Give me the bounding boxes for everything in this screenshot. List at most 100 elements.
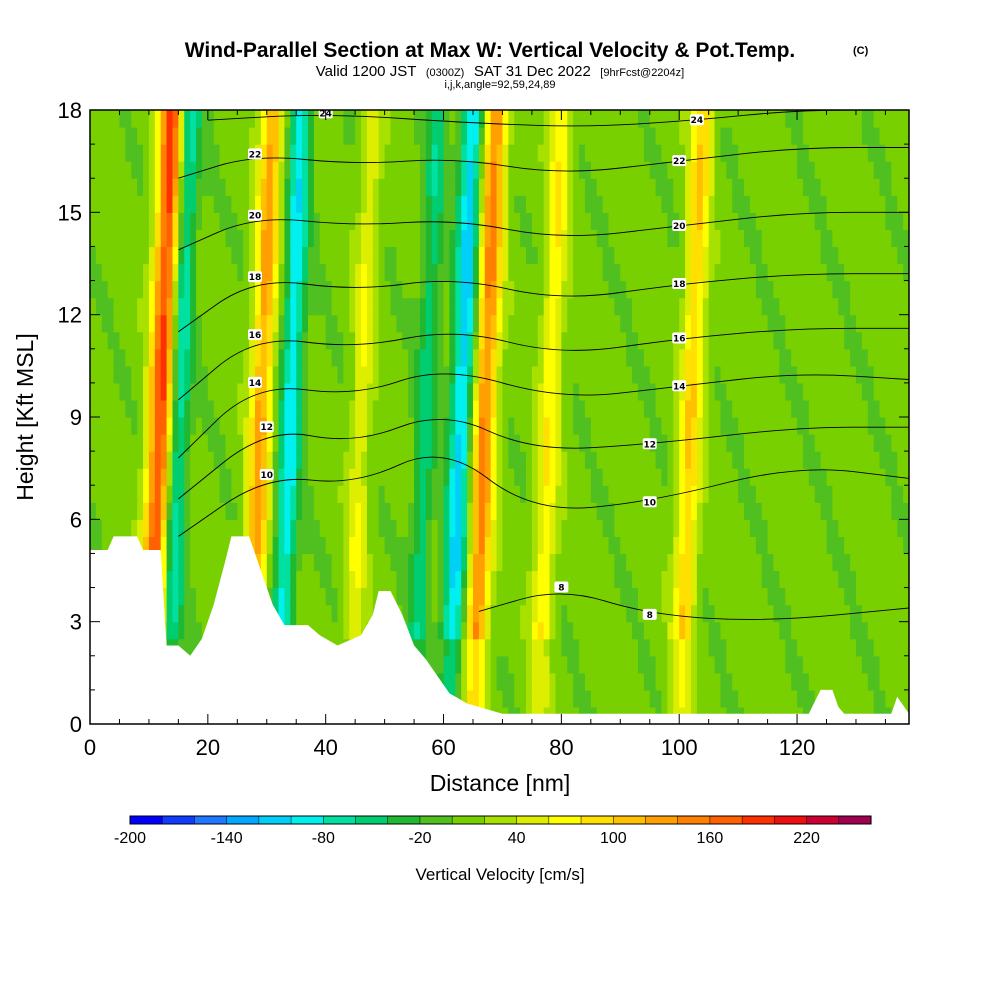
velocity-cell [514, 110, 521, 128]
velocity-cell [496, 417, 504, 435]
velocity-cell [885, 314, 892, 333]
velocity-cell [184, 399, 191, 418]
velocity-cell [284, 502, 291, 520]
velocity-cell [402, 212, 409, 230]
velocity-cell [620, 638, 627, 657]
velocity-cell [355, 536, 362, 555]
velocity-cell [337, 604, 344, 623]
velocity-cell [325, 178, 333, 196]
velocity-cell [325, 161, 333, 179]
velocity-cell [714, 485, 722, 503]
velocity-cell [231, 365, 238, 384]
velocity-cell [478, 331, 486, 350]
velocity-cell [201, 178, 209, 196]
velocity-cell [590, 263, 598, 282]
velocity-cell [196, 110, 203, 128]
velocity-cell [873, 638, 881, 657]
velocity-cell [213, 536, 221, 555]
velocity-cell [608, 570, 615, 589]
velocity-cell [184, 331, 191, 350]
velocity-cell [808, 468, 816, 486]
velocity-cell [573, 434, 580, 452]
velocity-cell [437, 468, 445, 486]
velocity-cell [685, 485, 692, 503]
velocity-cell [667, 553, 674, 572]
velocity-cell [237, 280, 244, 299]
velocity-cell [726, 502, 733, 520]
velocity-cell [690, 246, 698, 265]
velocity-cell [744, 638, 751, 657]
velocity-cell [879, 655, 887, 674]
velocity-cell [537, 587, 545, 606]
velocity-cell [826, 127, 833, 145]
velocity-cell [861, 502, 869, 520]
velocity-cell [254, 451, 262, 469]
velocity-cell [667, 365, 674, 384]
velocity-cell [90, 297, 97, 316]
velocity-cell [508, 399, 515, 418]
velocity-cell [449, 331, 456, 350]
velocity-cell [844, 144, 851, 162]
velocity-cell [290, 451, 297, 469]
velocity-cell [626, 127, 633, 145]
velocity-cell [797, 382, 804, 401]
velocity-cell [602, 178, 610, 196]
velocity-cell [903, 485, 909, 503]
velocity-cell [726, 519, 733, 537]
velocity-cell [590, 655, 598, 674]
velocity-cell [626, 485, 633, 503]
velocity-cell [602, 536, 610, 555]
velocity-cell [696, 229, 704, 248]
velocity-cell [655, 246, 663, 265]
velocity-cell [508, 434, 515, 452]
velocity-cell [561, 502, 568, 520]
velocity-cell [207, 485, 215, 503]
velocity-cell [467, 127, 474, 145]
velocity-cell [249, 519, 256, 537]
velocity-cell [272, 314, 280, 333]
velocity-cell [196, 382, 203, 401]
velocity-cell [526, 468, 533, 486]
velocity-cell [101, 468, 109, 486]
velocity-cell [744, 519, 751, 537]
velocity-cell [254, 519, 262, 537]
velocity-cell [254, 536, 262, 555]
velocity-cell [449, 502, 456, 520]
velocity-cell [708, 689, 716, 708]
velocity-cell [820, 314, 828, 333]
velocity-cell [720, 485, 727, 503]
velocity-cell [714, 229, 722, 248]
velocity-cell [219, 314, 227, 333]
velocity-cell [484, 178, 492, 196]
velocity-cell [555, 178, 562, 196]
velocity-cell [714, 587, 722, 606]
velocity-cell [260, 246, 268, 265]
velocity-cell [190, 502, 197, 520]
velocity-cell [472, 365, 480, 384]
velocity-cell [384, 331, 392, 350]
velocity-cell [543, 638, 551, 657]
velocity-cell [207, 331, 215, 350]
velocity-cell [508, 297, 515, 316]
velocity-cell [708, 229, 716, 248]
velocity-cell [508, 587, 515, 606]
velocity-cell [390, 297, 397, 316]
velocity-cell [873, 417, 881, 435]
velocity-cell [820, 604, 828, 623]
velocity-cell [879, 263, 887, 282]
velocity-cell [302, 297, 309, 316]
velocity-cell [879, 382, 887, 401]
valid-prefix: Valid 1200 JST [316, 63, 417, 80]
velocity-cell [531, 604, 539, 623]
velocity-cell [366, 434, 374, 452]
velocity-cell [243, 365, 250, 384]
velocity-cell [290, 110, 297, 128]
velocity-cell [720, 689, 727, 708]
velocity-cell [720, 638, 727, 657]
velocity-cell [867, 161, 875, 179]
velocity-cell [773, 570, 780, 589]
velocity-cell [643, 502, 651, 520]
velocity-cell [390, 382, 397, 401]
velocity-cell [608, 178, 615, 196]
velocity-cell [520, 246, 527, 265]
